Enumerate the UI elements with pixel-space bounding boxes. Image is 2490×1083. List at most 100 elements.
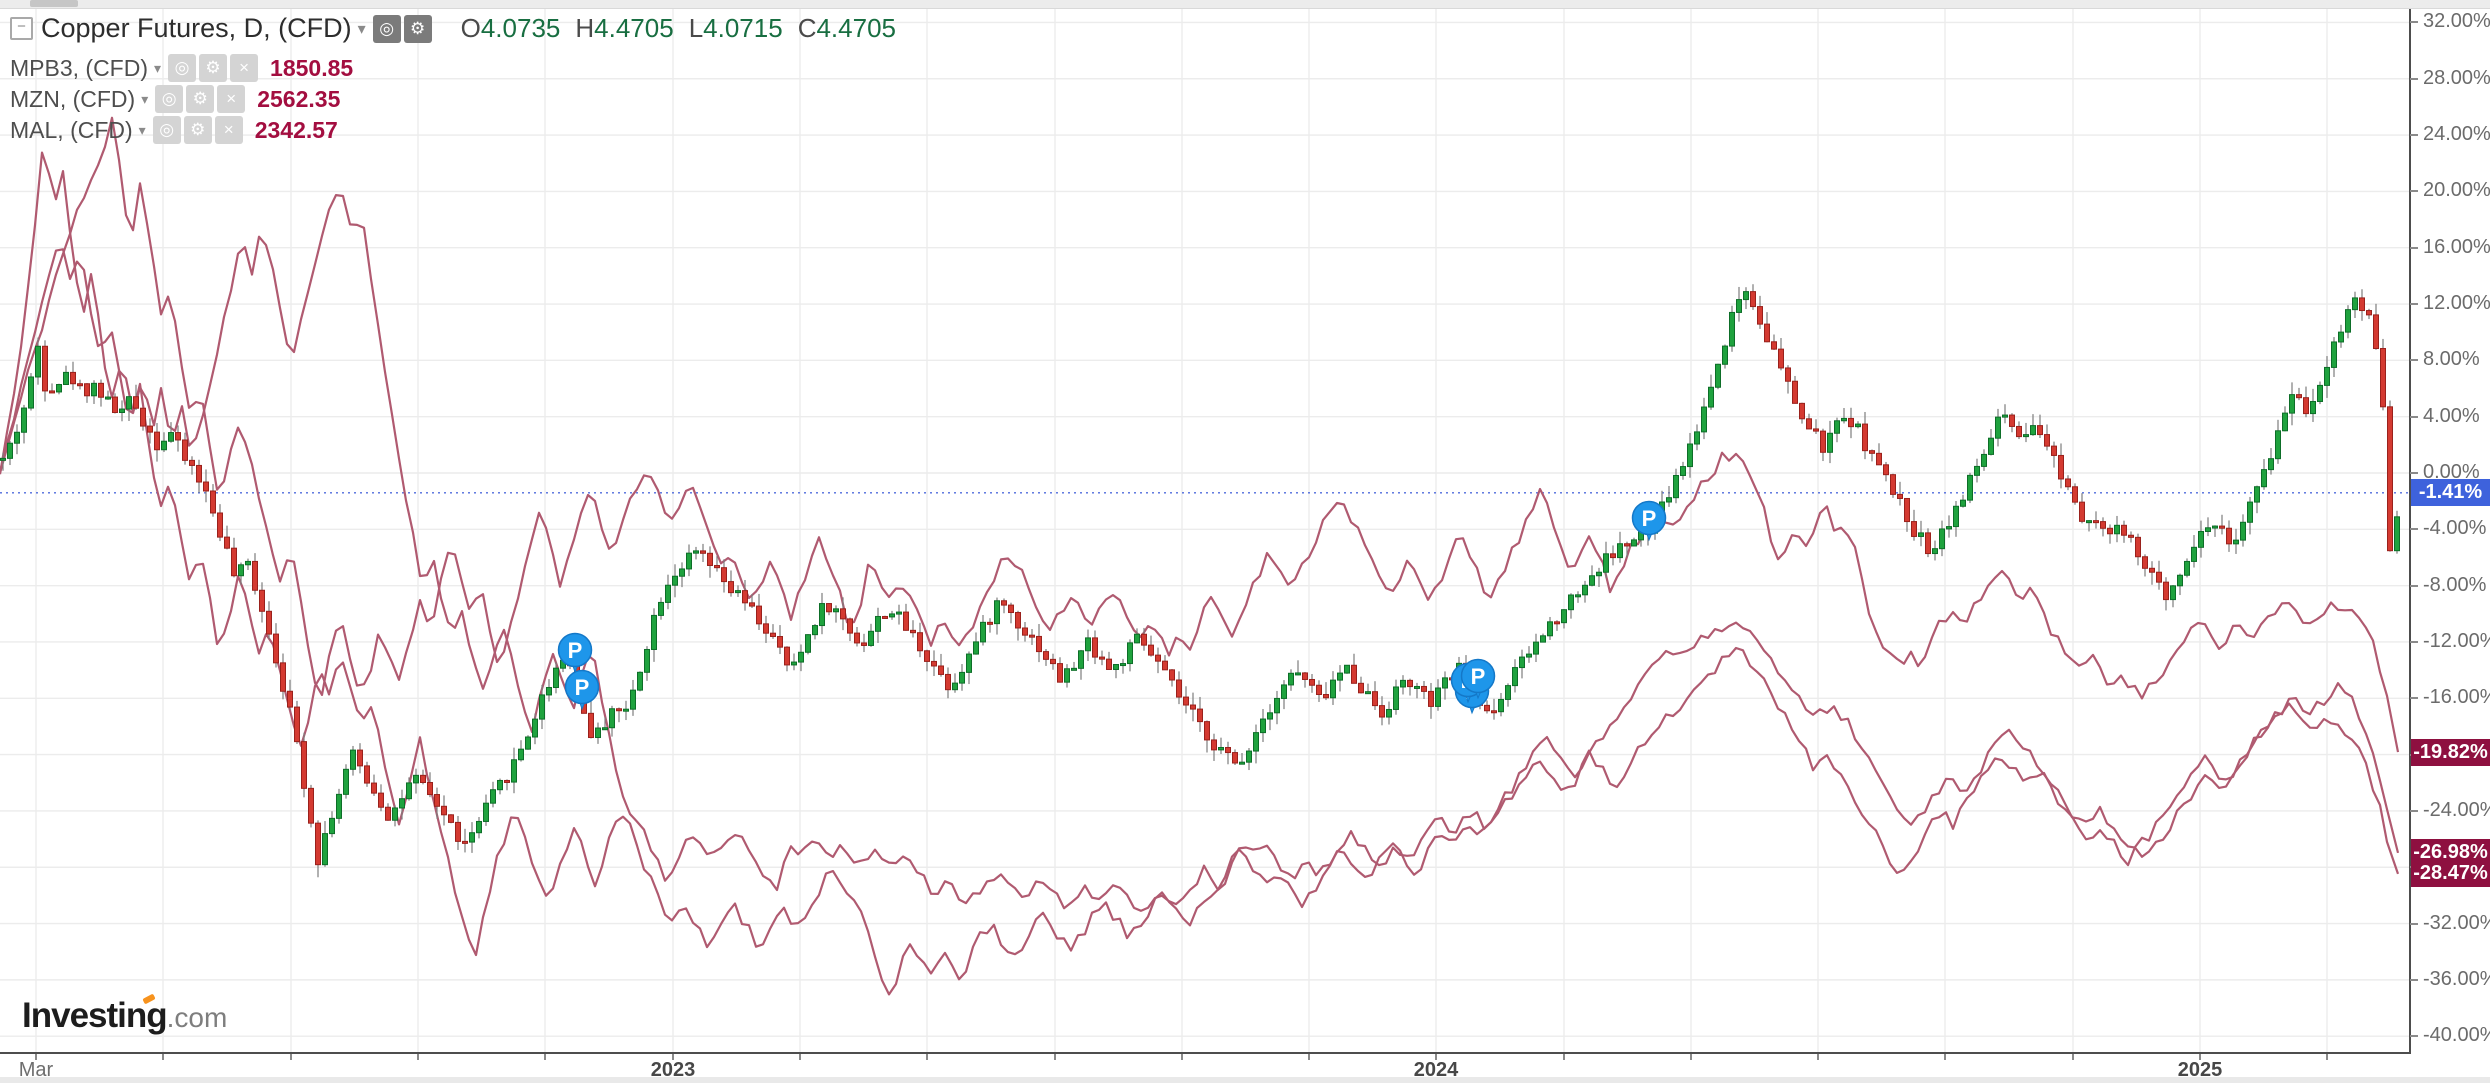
series-settings-icon[interactable]: ⚙ xyxy=(183,116,212,144)
hide-series-icon[interactable]: ◎ xyxy=(155,85,184,113)
y-axis-label: -8.00% xyxy=(2423,573,2487,596)
y-tick xyxy=(2410,359,2418,362)
current-price-badge: -1.41% xyxy=(2411,479,2490,507)
remove-series-icon[interactable]: × xyxy=(214,116,243,144)
x-axis-label: 2025 xyxy=(2177,1059,2223,1081)
x-tick xyxy=(544,1054,546,1060)
y-axis-label: -40.00% xyxy=(2423,1024,2490,1047)
x-tick xyxy=(417,1054,419,1060)
x-tick xyxy=(1435,1054,1437,1060)
series-settings-icon[interactable]: ⚙ xyxy=(199,54,228,82)
ohlc-readout: O 4.0735 H 4.4705 L 4.0715 C 4.4705 xyxy=(446,13,896,44)
series-settings-icon[interactable]: ⚙ xyxy=(186,85,215,113)
svg-text:P: P xyxy=(568,638,583,663)
open-label: O xyxy=(460,13,481,43)
chevron-down-icon[interactable]: ▾ xyxy=(141,90,149,107)
y-axis-label: 8.00% xyxy=(2423,348,2480,371)
compare-symbol-label[interactable]: MZN, (CFD) xyxy=(10,85,136,112)
y-tick xyxy=(2410,190,2418,193)
y-tick xyxy=(2410,640,2418,643)
x-tick xyxy=(799,1054,801,1060)
y-axis-label: 16.00% xyxy=(2423,235,2490,258)
low-label: L xyxy=(688,13,704,43)
x-tick xyxy=(1817,1054,1819,1060)
high-label: H xyxy=(575,13,595,43)
y-axis-label: -24.00% xyxy=(2423,798,2490,821)
y-tick xyxy=(2410,922,2418,925)
y-tick xyxy=(2410,472,2418,474)
y-tick xyxy=(2410,21,2418,24)
x-tick xyxy=(1563,1054,1565,1060)
y-tick xyxy=(2410,809,2418,812)
position-marker[interactable]: P xyxy=(557,632,593,674)
y-axis-label: -36.00% xyxy=(2423,967,2490,990)
compare-symbol-label[interactable]: MAL, (CFD) xyxy=(10,116,133,143)
x-tick xyxy=(35,1054,37,1060)
chevron-down-icon[interactable]: ▾ xyxy=(138,121,146,138)
svg-text:P: P xyxy=(1471,664,1486,689)
compare-symbol-label[interactable]: MPB3, (CFD) xyxy=(10,54,148,81)
y-axis-label: -32.00% xyxy=(2423,911,2490,934)
compare-price-badge-3: -28.47% xyxy=(2411,860,2490,888)
x-tick xyxy=(290,1054,292,1060)
compare-value: 2342.57 xyxy=(254,116,338,143)
y-tick xyxy=(2410,134,2418,137)
position-marker[interactable]: P xyxy=(564,669,600,711)
y-tick xyxy=(2410,584,2418,587)
main-series-row: − Copper Futures, D, (CFD) ▾ ◎ ⚙ O 4.0735… xyxy=(10,13,896,44)
y-tick xyxy=(2410,415,2418,418)
open-value: 4.0735 xyxy=(480,13,561,43)
investing-watermark: Investing.com xyxy=(22,993,227,1036)
y-axis-label: 12.00% xyxy=(2423,292,2490,315)
legend-collapse-button[interactable]: − xyxy=(10,17,33,40)
x-tick xyxy=(1690,1054,1692,1060)
x-tick xyxy=(2326,1054,2328,1060)
y-axis-label: -4.00% xyxy=(2423,517,2487,540)
candle-series xyxy=(0,284,2400,878)
toolbar-scrollbar-fragment[interactable] xyxy=(30,0,78,7)
x-tick xyxy=(2072,1054,2074,1060)
y-axis-label: 20.00% xyxy=(2423,179,2490,202)
y-axis-label: -12.00% xyxy=(2423,629,2490,652)
position-marker[interactable]: P xyxy=(1460,658,1496,700)
comparison-line-1 xyxy=(0,116,2400,753)
y-tick xyxy=(2410,77,2418,80)
svg-text:P: P xyxy=(575,675,590,700)
compare-price-badge-1: -19.82% xyxy=(2411,738,2490,766)
comparison-line-2 xyxy=(0,151,2400,912)
x-tick xyxy=(672,1054,674,1060)
remove-series-icon[interactable]: × xyxy=(230,54,259,82)
series-settings-icon[interactable]: ⚙ xyxy=(403,14,432,43)
low-value: 4.0715 xyxy=(703,13,783,43)
x-tick xyxy=(2199,1054,2201,1060)
chevron-down-icon[interactable]: ▾ xyxy=(357,20,366,38)
chevron-down-icon[interactable]: ▾ xyxy=(154,59,162,76)
y-tick xyxy=(2410,303,2418,306)
hide-series-icon[interactable]: ◎ xyxy=(152,116,181,144)
y-axis-label: 32.00% xyxy=(2423,10,2490,33)
y-tick xyxy=(2410,1035,2418,1038)
y-axis-label: 28.00% xyxy=(2423,66,2490,89)
y-tick xyxy=(2410,978,2418,981)
remove-series-icon[interactable]: × xyxy=(217,85,246,113)
y-tick xyxy=(2410,246,2418,249)
close-label: C xyxy=(797,13,817,43)
position-marker[interactable]: P xyxy=(1631,500,1667,542)
close-value: 4.4705 xyxy=(816,13,896,43)
x-tick xyxy=(1054,1054,1056,1060)
x-tick xyxy=(1181,1054,1183,1060)
y-axis-label: 4.00% xyxy=(2423,404,2480,427)
x-tick xyxy=(1308,1054,1310,1060)
bottom-edge xyxy=(0,1077,2490,1083)
top-toolbar-edge xyxy=(0,0,2490,9)
hide-series-icon[interactable]: ◎ xyxy=(372,14,401,43)
compare-row-mal: MAL, (CFD) ▾ ◎ ⚙ × 2342.57 xyxy=(10,116,338,144)
hide-series-icon[interactable]: ◎ xyxy=(168,54,197,82)
y-axis-label: 24.00% xyxy=(2423,123,2490,146)
high-value: 4.4705 xyxy=(594,13,674,43)
grid xyxy=(0,8,2410,1053)
symbol-title[interactable]: Copper Futures, D, (CFD) xyxy=(41,13,352,43)
x-tick xyxy=(926,1054,928,1060)
